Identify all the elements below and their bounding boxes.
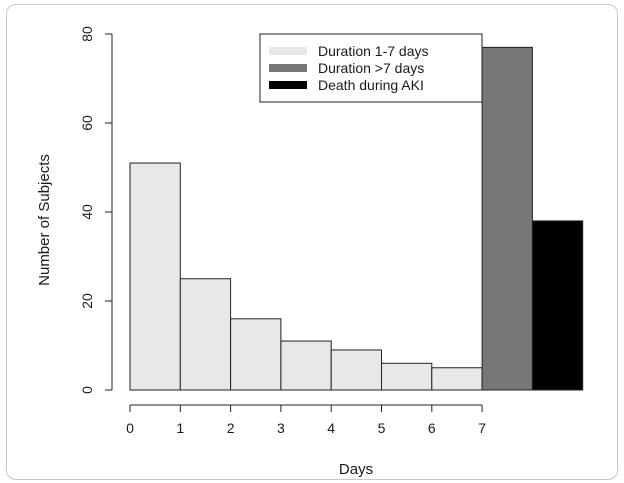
x-axis-ticks: 0 1 2 3 4 5 6 7 [126,405,486,436]
y-tick-label: 0 [79,386,95,394]
bar [431,367,483,391]
x-axis-label: Days [339,461,373,478]
bars-group [129,46,584,391]
y-axis-label: Number of Subjects [36,154,53,286]
bar [330,349,383,391]
y-axis-ticks: 0 20 40 60 80 [79,26,112,394]
x-tick-label: 1 [176,420,184,436]
y-tick-label: 60 [79,115,95,131]
x-tick-label: 6 [428,420,436,436]
bar [481,46,533,391]
x-tick-label: 0 [126,420,134,436]
legend-label: Duration >7 days [318,60,424,76]
y-tick-label: 80 [79,26,95,42]
x-tick-label: 4 [327,420,335,436]
bar [179,278,232,391]
x-tick-label: 2 [227,420,235,436]
y-tick-label: 40 [79,204,95,220]
legend-label: Duration 1-7 days [318,43,429,59]
figure-frame [6,4,618,480]
y-tick-label: 20 [79,293,95,309]
bar [230,318,282,391]
legend-label: Death during AKI [318,77,424,93]
bar [280,340,332,391]
x-tick-label: 3 [277,420,285,436]
x-tick-label: 5 [378,420,386,436]
bar [381,362,433,391]
bar [129,162,181,391]
bar [531,220,584,391]
x-tick-label: 7 [478,420,486,436]
